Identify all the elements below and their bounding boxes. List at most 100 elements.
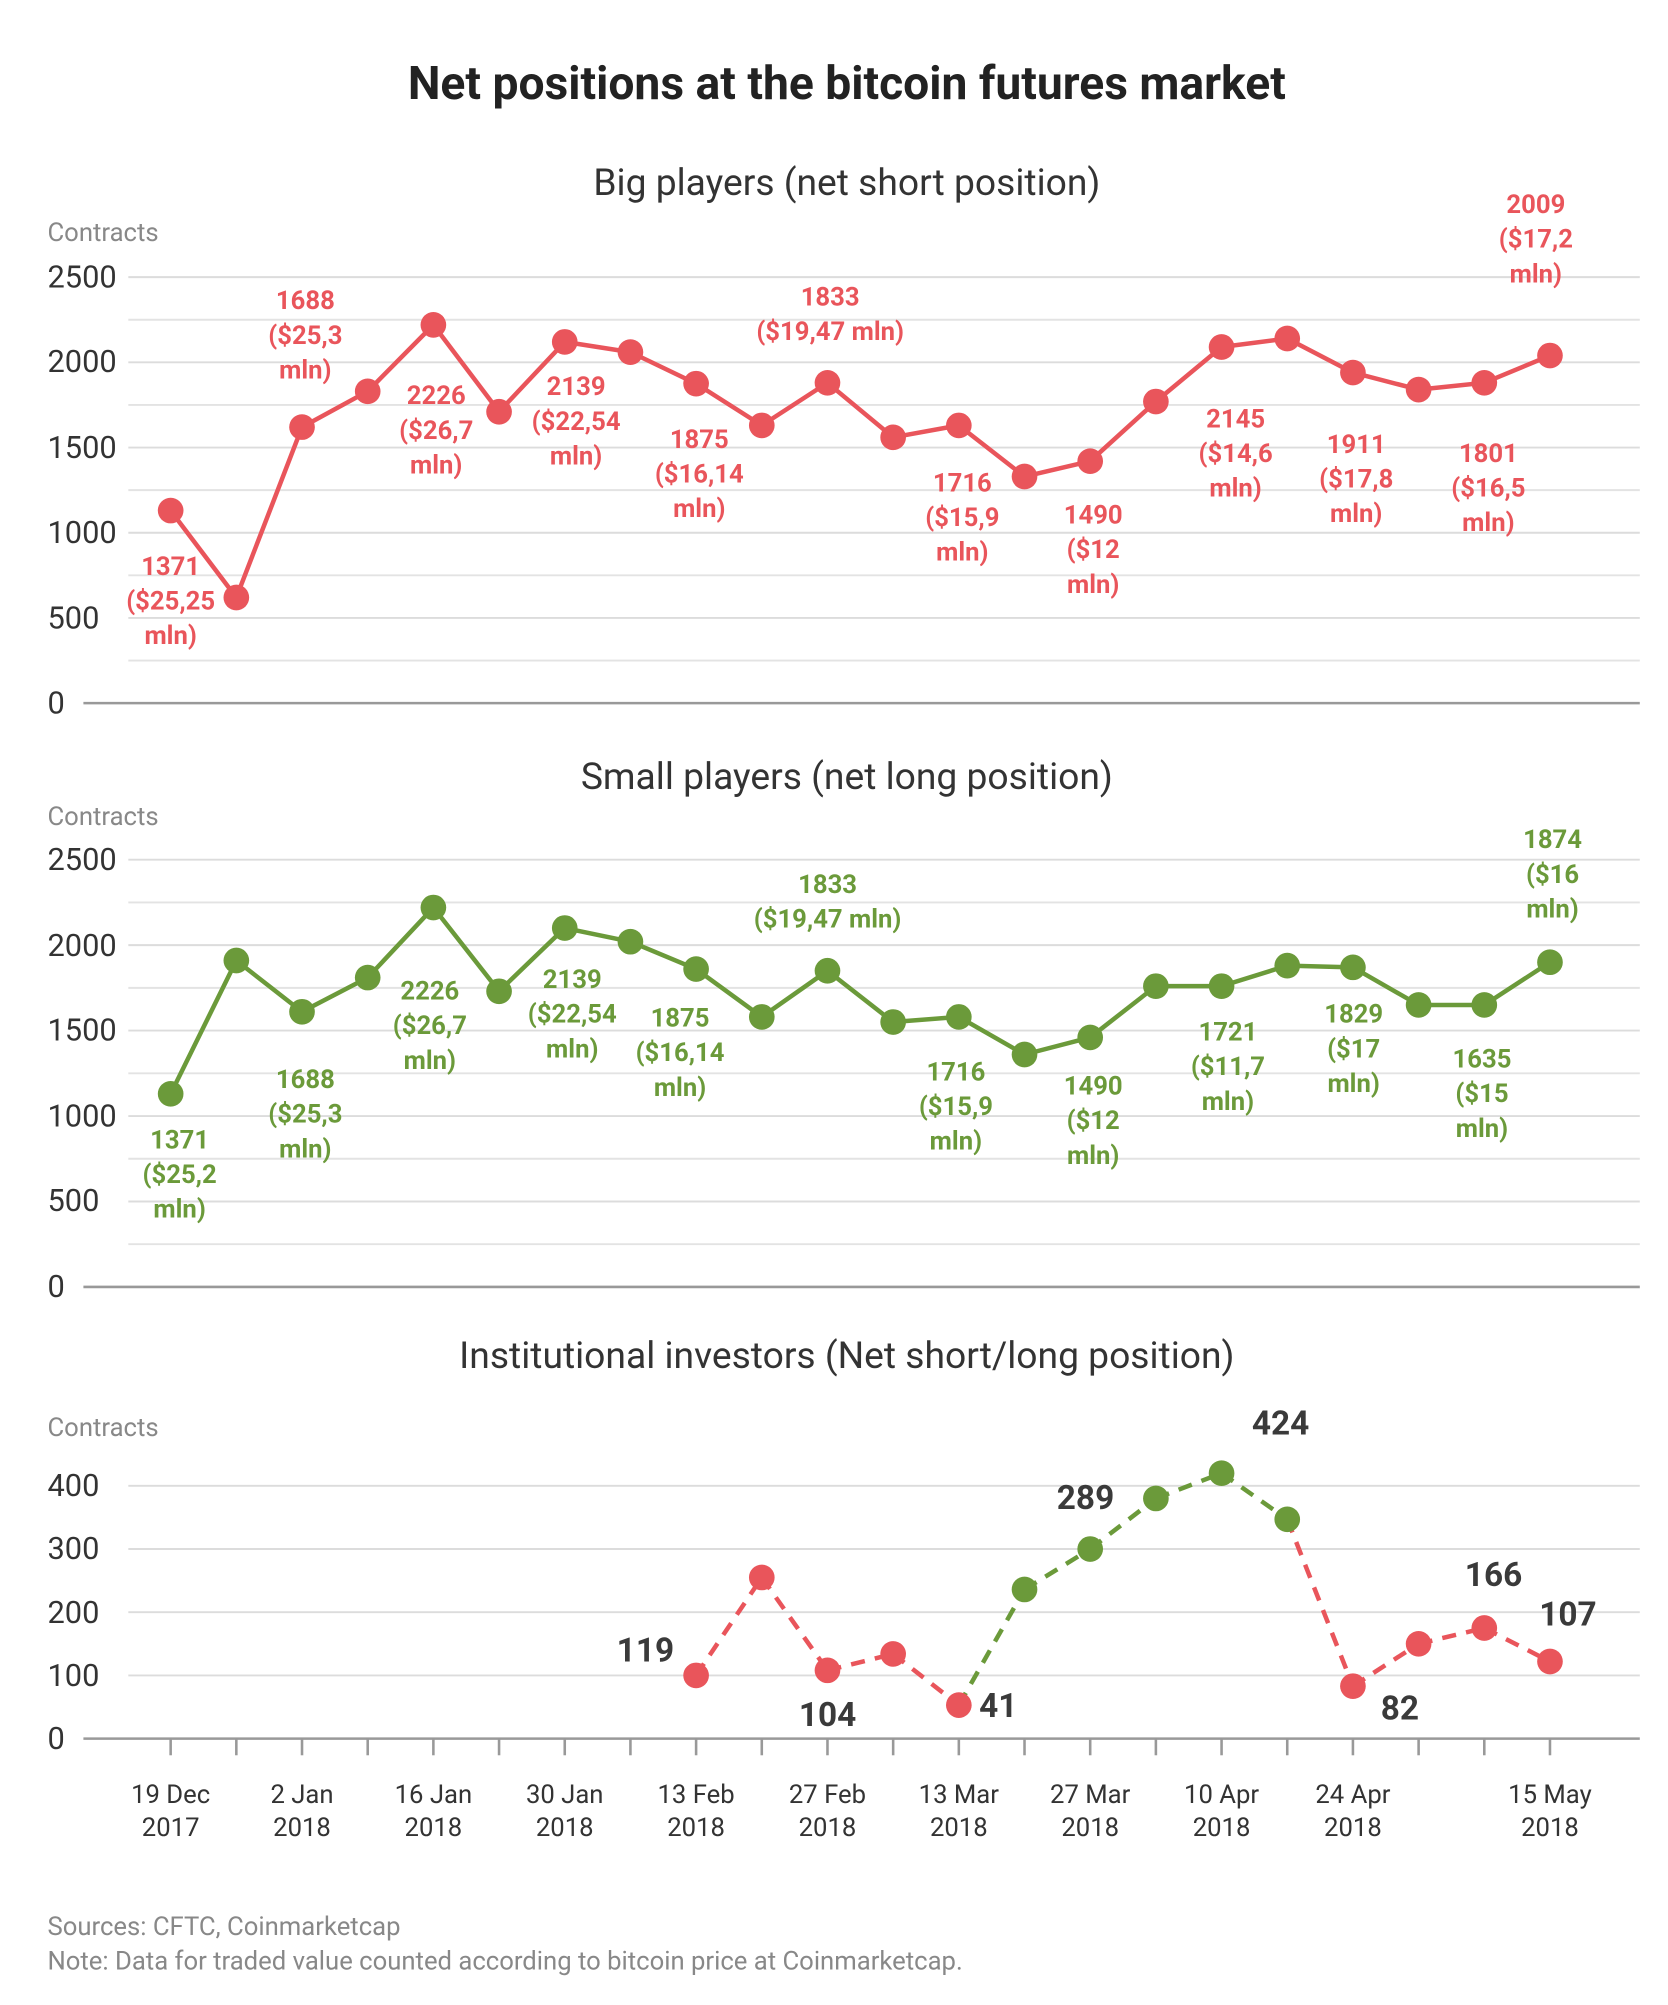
line-segment [694, 1576, 764, 1677]
annotation: 1688 ($25,3 mln) [268, 1063, 343, 1164]
point [880, 1009, 906, 1035]
x-tick-label: 13 Feb 2018 [657, 1778, 735, 1843]
point [551, 915, 578, 941]
point [1405, 992, 1432, 1018]
annotation: 1490 ($12 mln) [1063, 499, 1123, 600]
annotation: 1635 ($15 mln) [1452, 1043, 1512, 1144]
annotation: 2226 ($26,7 mln) [392, 975, 467, 1076]
annotation: 166 [1464, 1556, 1523, 1595]
point [880, 424, 906, 451]
point [1208, 1460, 1235, 1487]
annotation: 1371 ($25,2 mln) [142, 1123, 217, 1225]
point [1274, 1506, 1301, 1533]
point [354, 378, 381, 405]
point [1340, 954, 1366, 981]
annotation: 424 [1251, 1404, 1310, 1444]
point [748, 1004, 775, 1030]
annotation: 1875 ($16,14 mln) [654, 423, 744, 524]
x-tick-label: 19 Dec 2017 [131, 1778, 211, 1843]
point [617, 928, 644, 955]
point [1537, 949, 1563, 976]
line-segment [1285, 1518, 1356, 1687]
point [1471, 369, 1498, 396]
y-axis-label: Contracts [47, 216, 159, 248]
line-segment [891, 1652, 961, 1707]
line [168, 322, 1551, 600]
point [1471, 992, 1498, 1018]
point [1537, 1648, 1563, 1675]
annotation: 1490 ($12 mln) [1063, 1070, 1123, 1171]
x-tick-label: 27 Mar 2018 [1050, 1778, 1131, 1843]
point [946, 1692, 972, 1718]
note: Note: Data for traded value counted acco… [47, 1945, 963, 1976]
y-tick-label: 0 [47, 1720, 65, 1757]
point [1208, 973, 1235, 999]
line-segment [956, 1588, 1027, 1707]
annotation: 1874 ($16 mln) [1523, 823, 1583, 924]
y-axis-label: Contracts [47, 800, 159, 832]
point [354, 964, 381, 991]
point [1011, 463, 1038, 490]
x-tick-label: 30 Jan 2018 [525, 1778, 604, 1843]
line-segment [1220, 1471, 1289, 1522]
point [223, 584, 250, 611]
line-segment [1023, 1547, 1092, 1592]
point [683, 956, 709, 982]
annotation: 2139 ($22,54 mln) [527, 963, 617, 1064]
y-tick-label: 100 [47, 1657, 100, 1694]
annotation: 41 [979, 1687, 1018, 1726]
y-tick-label: 2000 [47, 927, 117, 964]
point [1077, 448, 1104, 475]
y-tick-label: 500 [47, 1183, 100, 1220]
point [223, 947, 250, 974]
point [289, 998, 315, 1025]
annotation: 1721 ($11,7 mln) [1190, 1016, 1266, 1117]
point [1143, 973, 1169, 999]
line-segment [1088, 1496, 1158, 1551]
point [1471, 1615, 1498, 1641]
x-tick-label: 24 Apr 2018 [1315, 1778, 1391, 1843]
point [814, 957, 841, 984]
annotation: 1829 ($17 mln) [1324, 998, 1384, 1099]
line [168, 905, 1552, 1095]
point [1340, 1673, 1366, 1699]
annotation: 1371 ($25,25 mln) [126, 550, 216, 651]
annotation: 1833 ($19,47 mln) [753, 868, 902, 935]
point [1011, 1041, 1038, 1068]
line-segment [1351, 1641, 1420, 1689]
point [1274, 325, 1301, 352]
y-tick-label: 1500 [47, 1012, 117, 1049]
panel-title: Big players (net short position) [593, 161, 1101, 206]
y-tick-label: 1000 [47, 514, 117, 551]
y-tick-label: 2500 [47, 259, 117, 296]
point [157, 1080, 184, 1107]
y-tick-label: 0 [47, 685, 65, 722]
point [1077, 1536, 1104, 1562]
point [814, 1657, 841, 1684]
point [420, 312, 447, 338]
y-tick-label: 2000 [47, 344, 117, 381]
y-tick-label: 0 [47, 1268, 65, 1305]
x-tick-label: 16 Jan 2018 [394, 1778, 473, 1843]
point [1340, 359, 1366, 386]
y-tick-label: 2500 [47, 841, 117, 878]
point [748, 412, 775, 439]
point [683, 370, 709, 397]
x-tick-label: 13 Mar 2018 [918, 1778, 999, 1843]
panel-title: Institutional investors (Net short/long … [459, 1334, 1235, 1379]
point [486, 978, 512, 1005]
y-tick-label: 200 [47, 1594, 100, 1631]
point [1405, 1630, 1432, 1657]
point [946, 1004, 972, 1030]
point [1143, 1485, 1169, 1512]
annotation: 1716 ($15,9 mln) [918, 1055, 993, 1157]
point [1011, 1576, 1038, 1603]
point [814, 369, 841, 396]
annotation: 104 [798, 1696, 857, 1735]
y-axis-label: Contracts [47, 1411, 159, 1443]
point [617, 339, 644, 365]
x-tick-label: 2 Jan 2018 [270, 1778, 334, 1843]
point [683, 1662, 709, 1689]
x-tick-label: 10 Apr 2018 [1184, 1778, 1260, 1843]
